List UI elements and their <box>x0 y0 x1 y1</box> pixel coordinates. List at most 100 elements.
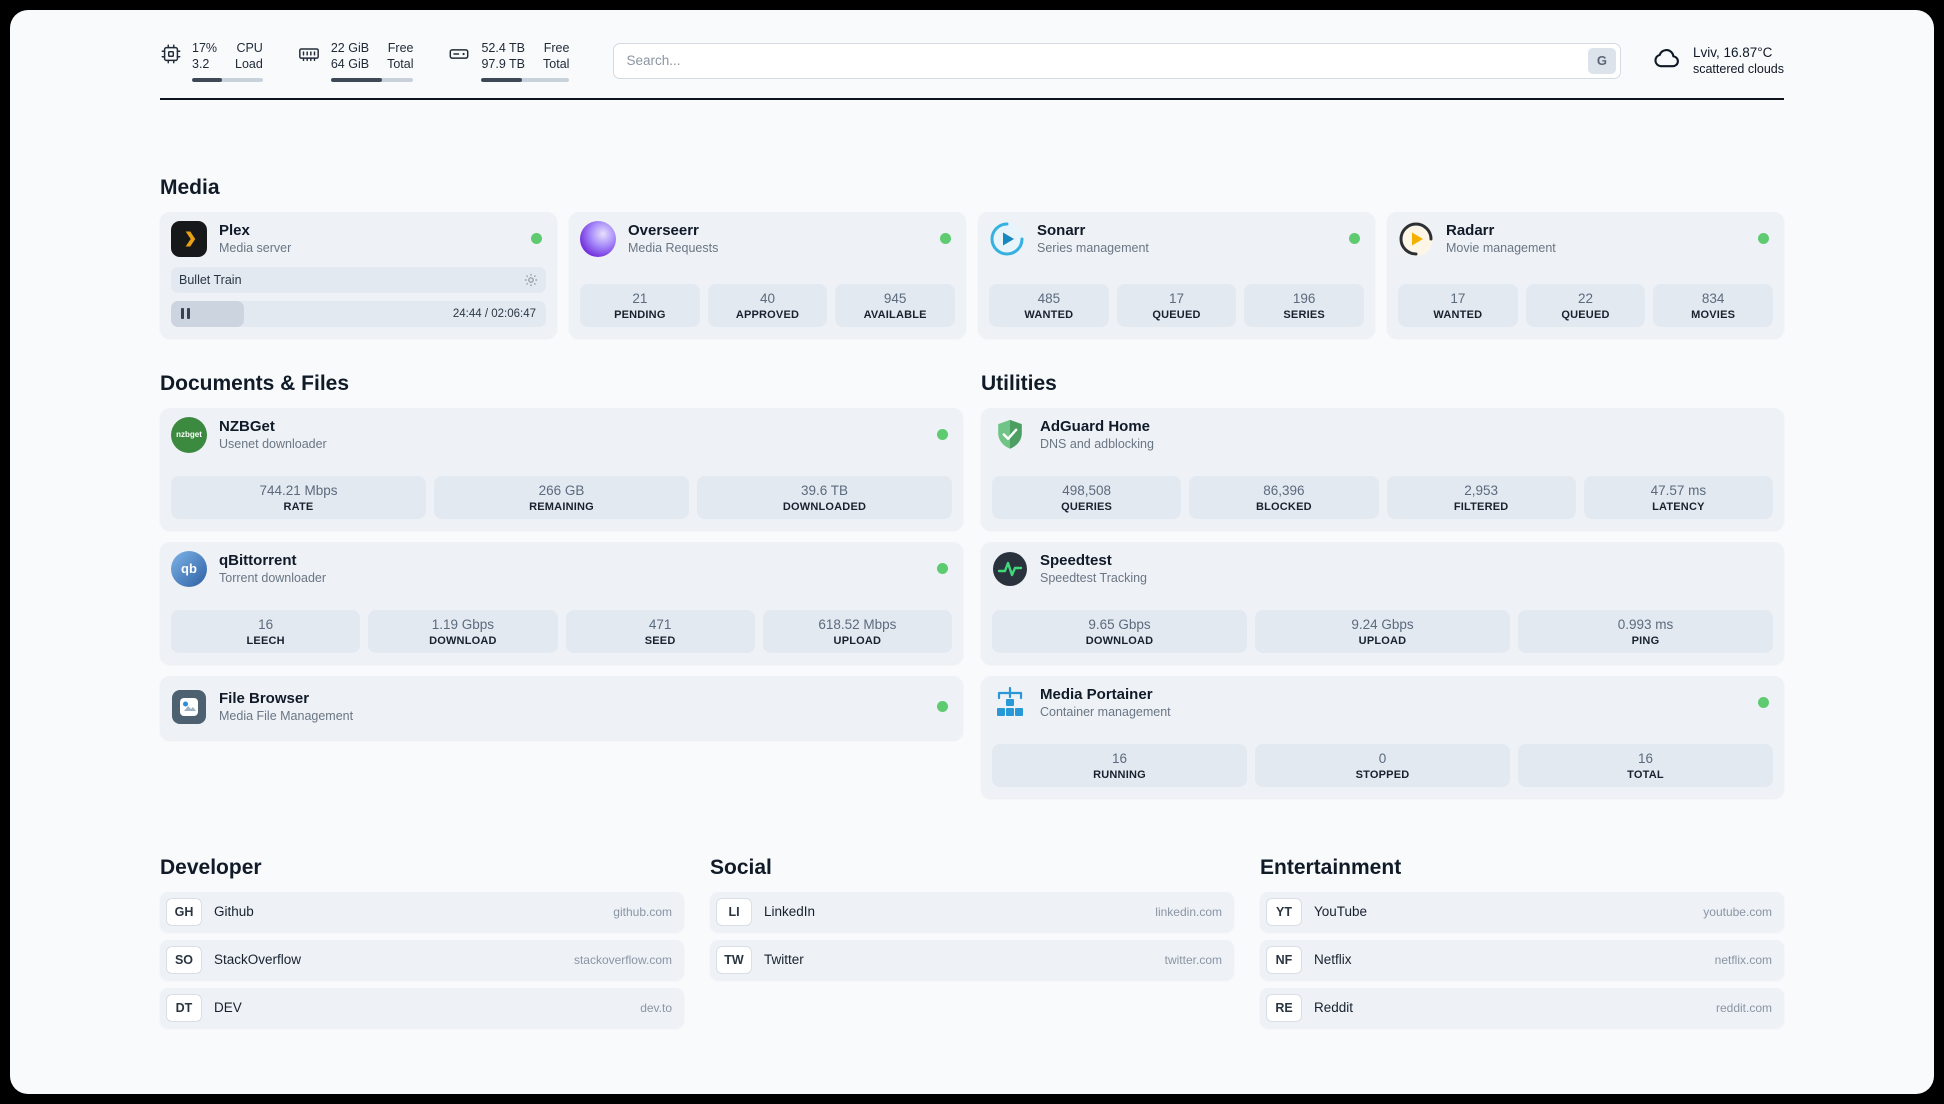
stat-box: 47.57 ms LATENCY <box>1583 475 1773 519</box>
bookmark-url: github.com <box>613 904 672 919</box>
section-title-utilities: Utilities <box>981 371 1057 395</box>
stat-box: 39.6 TB DOWNLOADED <box>697 475 952 519</box>
memory-labels: Free Total <box>387 41 414 72</box>
bookmark-abbr: NF <box>1266 945 1302 974</box>
bookmark-netflix[interactable]: NF Netflix netflix.com <box>1260 939 1784 980</box>
settings-gear-icon[interactable] <box>524 273 538 287</box>
portainer-icon <box>992 685 1028 721</box>
app-card-qbittorrent[interactable]: qb qBittorrent Torrent downloader 16 LEE… <box>160 541 963 664</box>
status-online-dot <box>940 233 951 244</box>
app-desc: Speedtest Tracking <box>1040 571 1148 585</box>
weather-location: Lviv, 16.87°C <box>1692 45 1773 61</box>
disk-labels: Free Total <box>543 41 570 72</box>
top-bar: 17% 3.2 CPU Load <box>160 10 1784 82</box>
app-card-portainer[interactable]: Media Portainer Container management 16 … <box>981 675 1784 798</box>
section-title-social: Social <box>710 855 772 879</box>
pause-icon[interactable] <box>181 308 190 319</box>
stat-box: 2,953 FILTERED <box>1386 475 1576 519</box>
bookmark-abbr: TW <box>716 945 752 974</box>
weather-condition: scattered clouds <box>1692 62 1784 77</box>
section-title-documents: Documents & Files <box>160 371 350 395</box>
bookmark-github[interactable]: GH Github github.com <box>160 891 684 932</box>
stat-box: 0.993 ms PING <box>1518 609 1773 653</box>
adguard-icon <box>992 417 1028 453</box>
stat-box: 21 PENDING <box>580 283 700 327</box>
stat-box: 16 TOTAL <box>1518 743 1773 787</box>
stat-box: 86,396 BLOCKED <box>1189 475 1379 519</box>
app-desc: Media server <box>219 241 292 255</box>
status-online-dot <box>937 563 948 574</box>
status-online-dot <box>1349 233 1360 244</box>
bookmark-linkedin[interactable]: LI LinkedIn linkedin.com <box>710 891 1234 932</box>
bookmark-dev[interactable]: DT DEV dev.to <box>160 987 684 1028</box>
bookmark-abbr: YT <box>1266 897 1302 926</box>
app-card-sonarr[interactable]: Sonarr Series management 485 WANTED 17 Q… <box>978 211 1375 338</box>
search-bar: G <box>613 42 1621 79</box>
section-title-entertainment: Entertainment <box>1260 855 1402 879</box>
app-card-speedtest[interactable]: Speedtest Speedtest Tracking 9.65 Gbps D… <box>981 541 1784 664</box>
seek-bar[interactable]: 24:44 / 02:06:47 <box>171 300 546 327</box>
stat-box: 0 STOPPED <box>1255 743 1510 787</box>
stat-box: 17 QUEUED <box>1116 283 1237 327</box>
bookmark-url: dev.to <box>640 1000 672 1015</box>
stat-box: 40 APPROVED <box>707 283 828 327</box>
cpu-widget: 17% 3.2 CPU Load <box>160 40 263 82</box>
cloud-icon <box>1649 43 1683 78</box>
status-online-dot <box>1758 697 1769 708</box>
app-card-overseerr[interactable]: Overseerr Media Requests 21 PENDING 40 A… <box>569 211 966 338</box>
bookmark-abbr: RE <box>1266 993 1302 1022</box>
stat-box: 498,508 QUERIES <box>992 475 1182 519</box>
bookmark-twitter[interactable]: TW Twitter twitter.com <box>710 939 1234 980</box>
bookmark-youtube[interactable]: YT YouTube youtube.com <box>1260 891 1784 932</box>
app-name: File Browser <box>219 690 310 707</box>
plex-icon <box>171 220 207 257</box>
stat-box: 945 AVAILABLE <box>835 283 955 327</box>
stat-box: 16 RUNNING <box>992 743 1247 787</box>
disk-progress-bar <box>481 77 570 82</box>
weather-widget: Lviv, 16.87°C scattered clouds <box>1649 43 1784 78</box>
app-name: Speedtest <box>1040 552 1112 569</box>
stat-box: 744.21 Mbps RATE <box>171 475 426 519</box>
speedtest-icon <box>992 551 1028 587</box>
filebrowser-icon <box>171 689 207 725</box>
app-desc: Movie management <box>1446 241 1556 255</box>
bookmark-reddit[interactable]: RE Reddit reddit.com <box>1260 987 1784 1028</box>
section-title-media: Media <box>160 175 220 199</box>
memory-progress-bar <box>330 77 414 82</box>
app-card-plex[interactable]: Plex Media server Bullet Train <box>160 211 557 338</box>
cpu-icon <box>160 43 182 70</box>
playback-time: 24:44 / 02:06:47 <box>452 307 536 320</box>
sonarr-icon <box>989 221 1025 257</box>
stat-box: 471 SEED <box>565 609 755 653</box>
bookmark-name: Reddit <box>1314 1000 1354 1015</box>
app-card-adguard[interactable]: AdGuard Home DNS and adblocking 498,508 … <box>981 407 1784 530</box>
app-desc: Usenet downloader <box>219 437 327 451</box>
bookmark-url: twitter.com <box>1164 952 1222 967</box>
cpu-labels: CPU Load <box>235 41 263 72</box>
app-card-filebrowser[interactable]: File Browser Media File Management <box>160 675 963 740</box>
bookmark-url: linkedin.com <box>1155 904 1222 919</box>
disk-widget: 52.4 TB 97.9 TB Free Total <box>447 40 570 82</box>
bookmark-name: Twitter <box>764 952 804 967</box>
cpu-progress-bar <box>192 77 263 82</box>
cpu-values: 17% 3.2 <box>192 41 218 72</box>
app-name: Radarr <box>1446 222 1495 239</box>
stat-box: 1.19 Gbps DOWNLOAD <box>368 609 558 653</box>
search-input[interactable] <box>613 42 1621 79</box>
app-desc: Container management <box>1040 705 1171 719</box>
bookmark-url: netflix.com <box>1714 952 1772 967</box>
stat-box: 22 QUEUED <box>1525 283 1646 327</box>
status-online-dot <box>937 429 948 440</box>
bookmark-abbr: SO <box>166 945 202 974</box>
bookmark-url: youtube.com <box>1703 904 1772 919</box>
bookmark-name: LinkedIn <box>764 904 816 919</box>
app-card-radarr[interactable]: Radarr Movie management 17 WANTED 22 QUE… <box>1387 211 1784 338</box>
search-engine-button[interactable]: G <box>1587 47 1616 74</box>
bookmark-name: Github <box>214 904 254 919</box>
bookmark-stackoverflow[interactable]: SO StackOverflow stackoverflow.com <box>160 939 684 980</box>
stat-box: 618.52 Mbps UPLOAD <box>762 609 952 653</box>
stat-box: 834 MOVIES <box>1653 283 1773 327</box>
app-card-nzbget[interactable]: nzbget NZBGet Usenet downloader 744.21 M… <box>160 407 963 530</box>
disk-icon <box>447 43 471 70</box>
memory-values: 22 GiB 64 GiB <box>330 41 370 72</box>
